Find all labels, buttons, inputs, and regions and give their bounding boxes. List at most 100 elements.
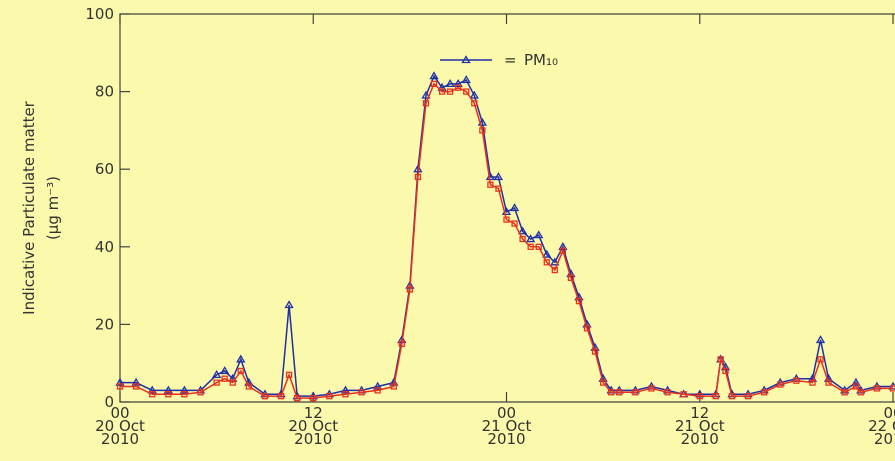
- data-point: [229, 379, 236, 386]
- data-point: [696, 393, 703, 400]
- data-point: [471, 100, 478, 107]
- data-point: [390, 383, 397, 390]
- data-point: [712, 393, 720, 400]
- data-point: [841, 389, 848, 396]
- x-tick-label: 12 20 Oct 2010: [288, 404, 338, 448]
- data-point: [147, 385, 157, 394]
- data-point: [717, 356, 724, 363]
- data-point: [527, 243, 534, 250]
- data-point: [550, 257, 560, 266]
- data-point: [221, 375, 228, 382]
- data-point: [326, 393, 333, 400]
- data-point: [567, 274, 575, 281]
- data-point: [469, 90, 479, 99]
- data-point: [422, 100, 430, 107]
- data-point: [851, 377, 861, 386]
- data-point: [591, 348, 599, 355]
- data-point: [815, 335, 826, 344]
- data-point: [437, 82, 447, 91]
- x-tick-label: 00 21 Oct 2010: [482, 404, 532, 448]
- y-tick-label: 20: [95, 315, 114, 333]
- data-point: [632, 389, 639, 396]
- data-point: [340, 385, 351, 394]
- data-point: [889, 385, 895, 392]
- data-point: [406, 286, 414, 293]
- data-point: [744, 393, 752, 400]
- x-tick-label: 00 20 Oct 2010: [95, 404, 145, 448]
- data-point: [728, 393, 736, 400]
- data-point: [179, 385, 190, 394]
- axis-frame: [119, 13, 895, 403]
- data-point: [479, 127, 486, 134]
- x-tick-label: 12 21 Oct 2010: [675, 404, 725, 448]
- data-point: [445, 79, 455, 87]
- data-point: [517, 226, 528, 235]
- data-point: [648, 385, 655, 392]
- data-point: [213, 379, 220, 386]
- data-point: [237, 367, 244, 375]
- data-point: [809, 379, 816, 386]
- data-point: [245, 383, 252, 390]
- data-point: [398, 340, 405, 347]
- data-point: [429, 71, 439, 80]
- data-point: [487, 181, 494, 188]
- data-point: [873, 385, 881, 392]
- data-point: [664, 389, 671, 396]
- data-point: [236, 354, 246, 363]
- data-point: [761, 389, 768, 396]
- y-axis-title: Indicative Particulate matter: [20, 100, 38, 315]
- y-tick-label: 40: [95, 238, 114, 256]
- y-axis-title: (μg m⁻³): [44, 176, 62, 240]
- data-point: [493, 172, 504, 181]
- y-tick-label: 60: [95, 160, 114, 178]
- y-tick-label: 100: [85, 5, 114, 23]
- data-point: [857, 389, 864, 396]
- data-point: [261, 393, 269, 400]
- data-point: [503, 216, 510, 223]
- data-point: [285, 371, 293, 378]
- data-point: [777, 381, 784, 388]
- data-point: [342, 391, 349, 398]
- data-point: [228, 373, 238, 382]
- data-point: [495, 185, 502, 192]
- data-point: [608, 389, 615, 396]
- data-point: [277, 393, 285, 400]
- data-point: [446, 88, 454, 95]
- data-point: [430, 80, 438, 87]
- legend-label: PM₁₀: [524, 51, 558, 69]
- data-point: [131, 377, 141, 386]
- data-point: [310, 394, 317, 402]
- data-point: [535, 243, 542, 250]
- data-point: [534, 230, 544, 239]
- data-point: [373, 381, 383, 390]
- data-point: [455, 84, 462, 91]
- data-point: [583, 325, 591, 332]
- data-point: [149, 391, 156, 398]
- data-point: [793, 377, 800, 384]
- data-point: [542, 249, 552, 258]
- data-point: [211, 370, 222, 378]
- y-tick-label: 80: [95, 83, 114, 101]
- data-point: [680, 391, 687, 398]
- data-point: [181, 391, 188, 398]
- data-point: [163, 385, 173, 394]
- data-point: [511, 220, 518, 227]
- data-point: [519, 235, 526, 243]
- data-point: [374, 387, 381, 394]
- data-point: [852, 383, 860, 390]
- data-point: [116, 383, 124, 390]
- data-point: [358, 389, 365, 396]
- data-point: [817, 356, 824, 363]
- data-point: [115, 377, 125, 386]
- data-point: [421, 90, 431, 99]
- data-point: [599, 379, 607, 386]
- legend-marker: [461, 55, 471, 64]
- legend-separator: =: [504, 51, 517, 69]
- data-point: [284, 300, 294, 309]
- data-point: [543, 259, 550, 266]
- data-point: [551, 266, 558, 274]
- data-point: [132, 383, 140, 390]
